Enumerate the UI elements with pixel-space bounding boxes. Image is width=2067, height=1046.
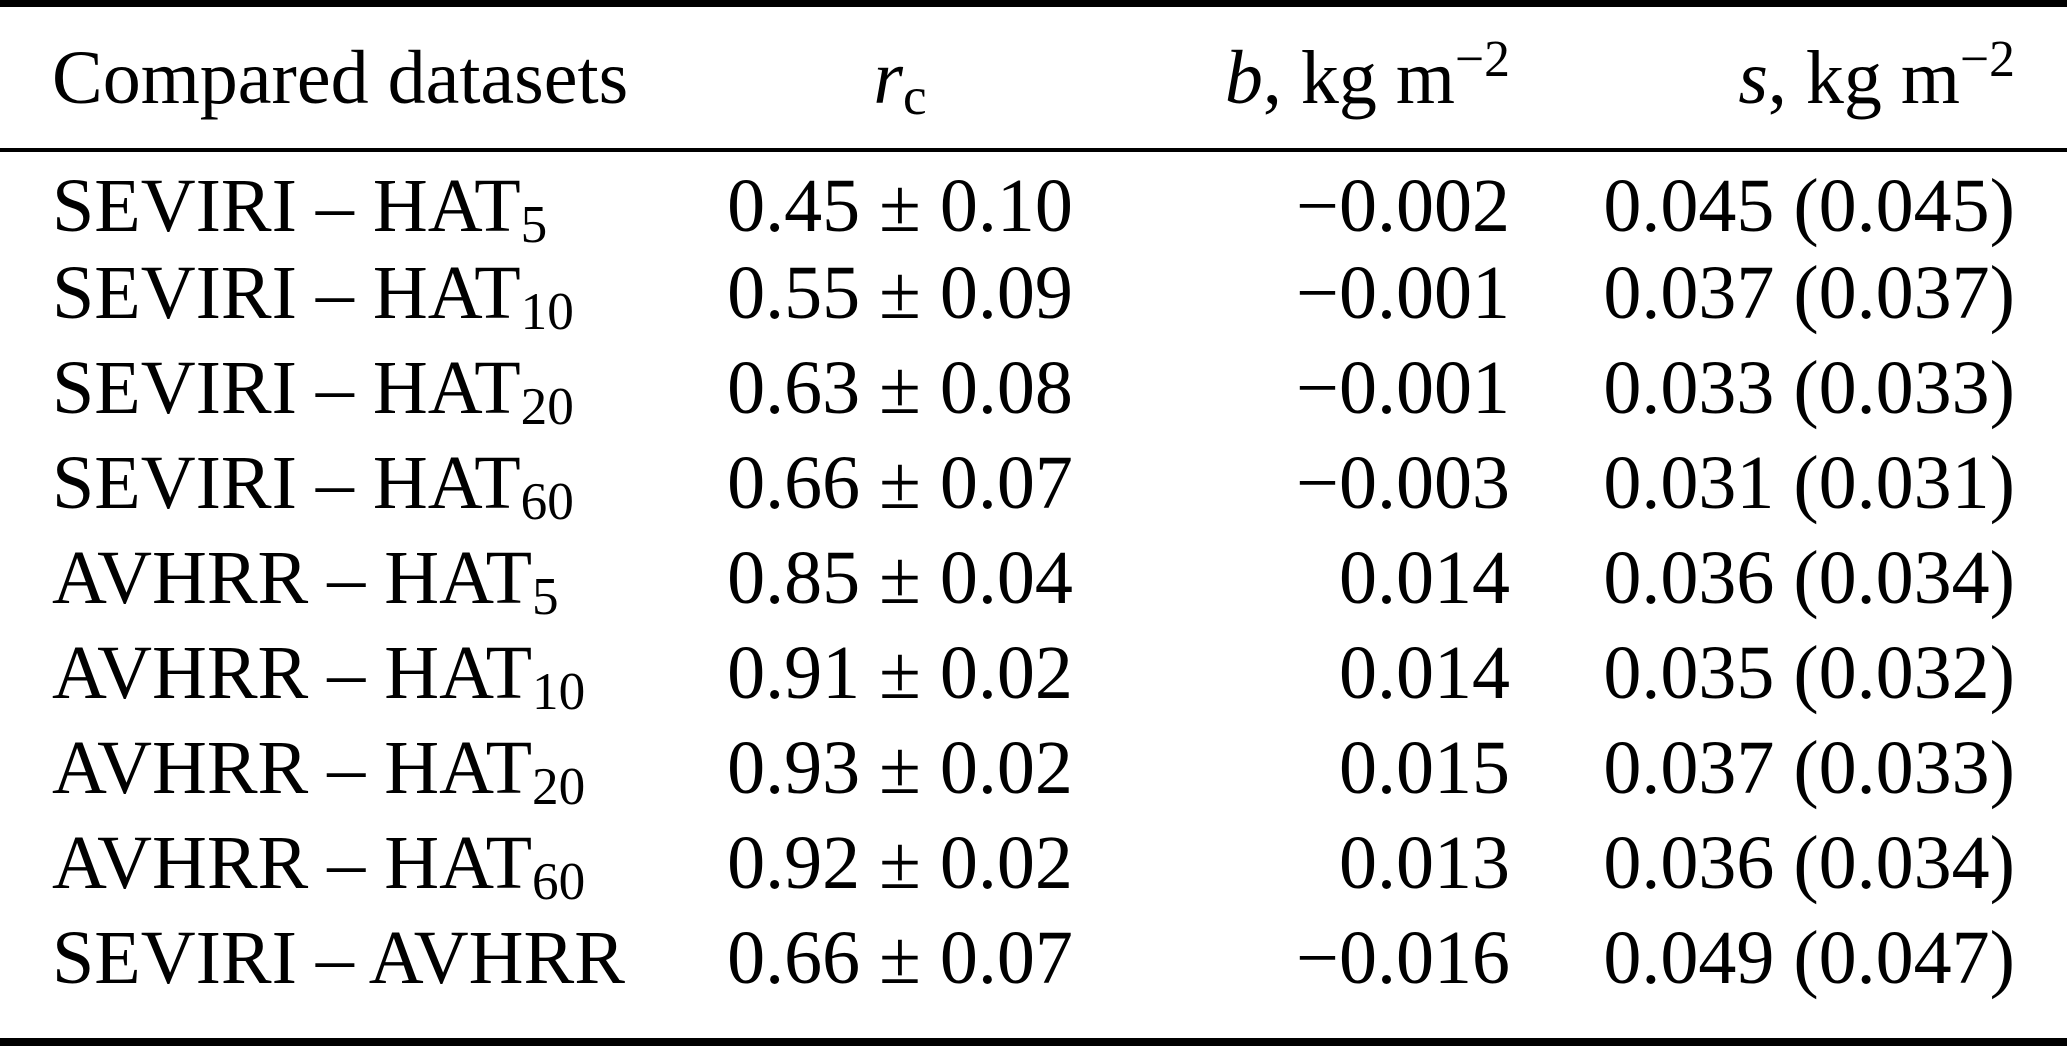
bias-cell: −0.016 [1296, 915, 1510, 1000]
dataset-subscript: 10 [520, 282, 574, 342]
stddev-cell: 0.036 (0.034) [1603, 535, 2015, 620]
header-correlation: rc [690, 7, 1110, 152]
rc-cell: 0.66 ± 0.07 [727, 440, 1073, 525]
rc-cell: 0.66 ± 0.07 [727, 915, 1073, 1000]
bias-cell: −0.002 [1296, 163, 1510, 248]
dataset-cell: SEVIRI – HAT20 [0, 340, 690, 435]
dataset-statistics-table: Compared datasets rc b, kg m−2 s, kg m−2… [0, 7, 2067, 1005]
header-compared-datasets-label: Compared datasets [52, 35, 629, 120]
dataset-subscript: 5 [532, 567, 559, 627]
table-row: AVHRR – HAT20 0.93 ± 0.02 0.015 0.037 (0… [0, 720, 2067, 815]
s-unit: , kg m [1767, 35, 1961, 120]
b-symbol: b [1224, 35, 1263, 120]
dataset-cell: SEVIRI – HAT60 [0, 435, 690, 530]
dataset-label: SEVIRI – AVHRR [52, 915, 625, 1000]
dataset-subscript: 5 [520, 195, 548, 255]
dataset-cell: SEVIRI – HAT5 [0, 150, 690, 252]
stddev-cell: 0.037 (0.037) [1603, 250, 2015, 335]
dataset-label: SEVIRI – HAT [52, 250, 521, 335]
table-row: AVHRR – HAT60 0.92 ± 0.02 0.013 0.036 (0… [0, 815, 2067, 910]
bias-cell: 0.015 [1339, 725, 1510, 810]
rc-cell: 0.92 ± 0.02 [727, 820, 1073, 905]
table-row: SEVIRI – HAT10 0.55 ± 0.09 −0.001 0.037 … [0, 245, 2067, 340]
s-symbol: s [1738, 35, 1768, 120]
dataset-subscript: 60 [532, 852, 586, 912]
header-row: Compared datasets rc b, kg m−2 s, kg m−2 [0, 7, 2067, 152]
dataset-subscript: 10 [532, 662, 586, 722]
stddev-cell: 0.049 (0.047) [1603, 915, 2015, 1000]
dataset-label: AVHRR – HAT [52, 630, 533, 715]
bias-cell: 0.014 [1339, 535, 1510, 620]
bias-cell: −0.001 [1296, 250, 1510, 335]
dataset-subscript: 20 [532, 757, 586, 817]
bias-cell: −0.001 [1296, 345, 1510, 430]
b-unit-exponent: −2 [1455, 30, 1510, 88]
header-stddev: s, kg m−2 [1510, 7, 2067, 152]
dataset-cell: SEVIRI – AVHRR [0, 910, 690, 1005]
bias-cell: −0.003 [1296, 440, 1510, 525]
rc-subscript: c [902, 67, 927, 127]
table-row: AVHRR – HAT5 0.85 ± 0.04 0.014 0.036 (0.… [0, 530, 2067, 625]
rc-cell: 0.55 ± 0.09 [727, 250, 1073, 335]
dataset-label: SEVIRI – HAT [52, 163, 521, 248]
bias-cell: 0.014 [1339, 630, 1510, 715]
dataset-label: AVHRR – HAT [52, 725, 533, 810]
table-row: SEVIRI – AVHRR 0.66 ± 0.07 −0.016 0.049 … [0, 910, 2067, 1005]
dataset-label: AVHRR – HAT [52, 535, 533, 620]
table-row: SEVIRI – HAT20 0.63 ± 0.08 −0.001 0.033 … [0, 340, 2067, 435]
s-unit-exponent: −2 [1960, 30, 2015, 88]
stddev-cell: 0.035 (0.032) [1603, 630, 2015, 715]
dataset-subscript: 60 [520, 472, 574, 532]
bias-cell: 0.013 [1339, 820, 1510, 905]
stddev-cell: 0.031 (0.031) [1603, 440, 2015, 525]
dataset-subscript: 20 [520, 377, 574, 437]
header-bias: b, kg m−2 [1110, 7, 1510, 152]
rc-cell: 0.63 ± 0.08 [727, 345, 1073, 430]
rc-cell: 0.85 ± 0.04 [727, 535, 1073, 620]
table-row: SEVIRI – HAT5 0.45 ± 0.10 −0.002 0.045 (… [0, 150, 2067, 252]
table-row: SEVIRI – HAT60 0.66 ± 0.07 −0.003 0.031 … [0, 435, 2067, 530]
rc-cell: 0.91 ± 0.02 [727, 630, 1073, 715]
stddev-cell: 0.036 (0.034) [1603, 820, 2015, 905]
dataset-label: AVHRR – HAT [52, 820, 533, 905]
stddev-cell: 0.037 (0.033) [1603, 725, 2015, 810]
dataset-cell: AVHRR – HAT20 [0, 720, 690, 815]
rc-symbol: r [873, 35, 903, 120]
table-header: Compared datasets rc b, kg m−2 s, kg m−2 [0, 7, 2067, 152]
dataset-cell: AVHRR – HAT5 [0, 530, 690, 625]
rc-cell: 0.93 ± 0.02 [727, 725, 1073, 810]
stddev-cell: 0.045 (0.045) [1603, 163, 2015, 248]
dataset-cell: AVHRR – HAT10 [0, 625, 690, 720]
dataset-label: SEVIRI – HAT [52, 440, 521, 525]
header-compared-datasets: Compared datasets [0, 7, 690, 152]
dataset-cell: SEVIRI – HAT10 [0, 245, 690, 340]
b-unit: , kg m [1262, 35, 1456, 120]
stddev-cell: 0.033 (0.033) [1603, 345, 2015, 430]
table-body: SEVIRI – HAT5 0.45 ± 0.10 −0.002 0.045 (… [0, 150, 2067, 1005]
rc-cell: 0.45 ± 0.10 [727, 163, 1073, 248]
dataset-label: SEVIRI – HAT [52, 345, 521, 430]
table-row: AVHRR – HAT10 0.91 ± 0.02 0.014 0.035 (0… [0, 625, 2067, 720]
dataset-cell: AVHRR – HAT60 [0, 815, 690, 910]
